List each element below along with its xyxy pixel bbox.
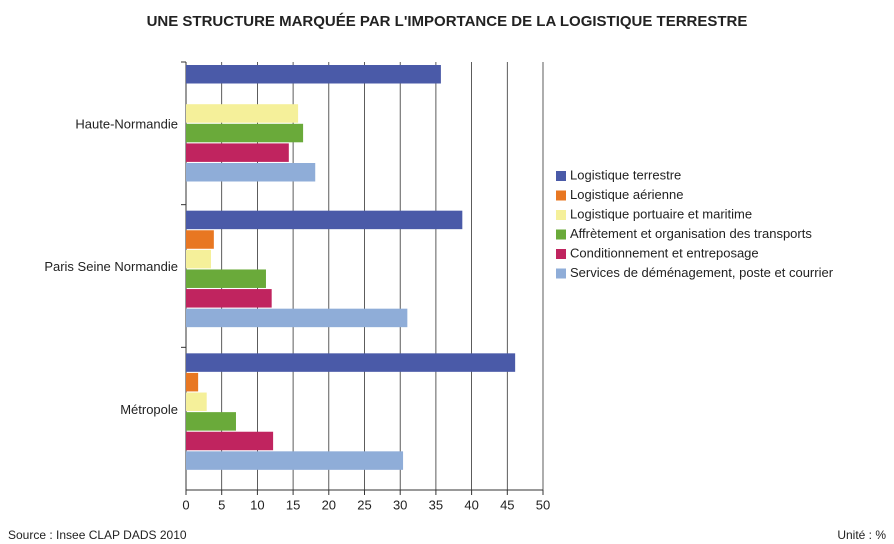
bar <box>186 451 404 470</box>
bar <box>186 353 516 372</box>
x-tick-label: 10 <box>250 497 264 512</box>
bar <box>186 249 211 269</box>
x-tick-label: 35 <box>429 497 443 512</box>
legend-swatch <box>556 268 566 279</box>
bar <box>186 104 299 123</box>
bar <box>186 65 441 84</box>
x-tick-label: 0 <box>182 497 189 512</box>
legend-label: Logistique terrestre <box>570 167 681 182</box>
x-tick-label: 5 <box>218 497 225 512</box>
chart-title: UNE STRUCTURE MARQUÉE PAR L'IMPORTANCE D… <box>147 13 748 30</box>
x-tick-label: 25 <box>357 497 371 512</box>
legend-label: Affrètement et organisation des transpor… <box>570 226 812 241</box>
source: Source : Insee CLAP DADS 2010 <box>8 528 187 542</box>
y-tick-label: Paris Seine Normandie <box>44 259 178 274</box>
bar <box>186 230 214 249</box>
bar <box>186 163 316 182</box>
legend-label: Services de déménagement, poste et courr… <box>570 265 834 280</box>
bar <box>186 123 304 143</box>
bar <box>186 210 463 230</box>
bar <box>186 372 199 392</box>
x-tick-label: 20 <box>322 497 336 512</box>
bar <box>186 269 266 288</box>
x-tick-label: 45 <box>500 497 514 512</box>
legend-swatch <box>556 229 566 240</box>
x-tick-label: 30 <box>393 497 407 512</box>
legend-swatch <box>556 210 566 220</box>
y-tick-label: Haute-Normandie <box>75 116 178 131</box>
legend-label: Conditionnement et entreposage <box>570 245 759 260</box>
bar <box>186 431 274 451</box>
bar <box>186 143 289 162</box>
bar <box>186 289 272 308</box>
x-tick-label: 40 <box>464 497 478 512</box>
bar <box>186 308 408 328</box>
legend-label: Logistique portuaire et maritime <box>570 206 752 221</box>
legend-label: Logistique aérienne <box>570 187 683 202</box>
legend-swatch <box>556 249 566 259</box>
legend-swatch <box>556 190 566 201</box>
bar <box>186 392 207 412</box>
x-tick-label: 15 <box>286 497 300 512</box>
y-tick-label: Métropole <box>120 402 178 417</box>
bar <box>186 412 236 431</box>
legend-swatch <box>556 171 566 181</box>
x-tick-label: 50 <box>536 497 550 512</box>
unit: Unité : % <box>837 528 886 542</box>
